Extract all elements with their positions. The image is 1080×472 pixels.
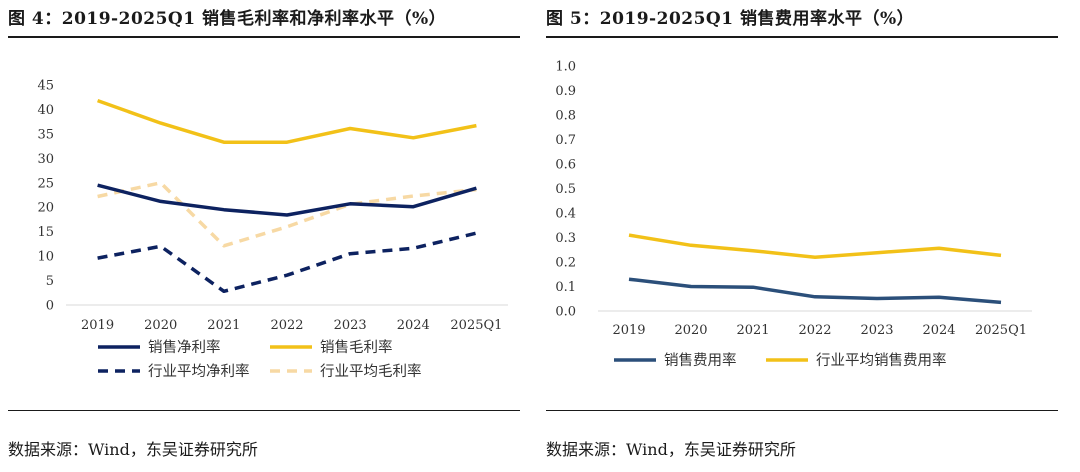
data-point	[752, 286, 755, 289]
data-point	[475, 232, 478, 235]
data-point	[159, 245, 162, 248]
figure-4-source: 数据来源：Wind，东吴证券研究所	[8, 440, 258, 459]
x-tick-label: 2020	[674, 323, 707, 338]
y-tick-label: 20	[37, 201, 54, 216]
data-point	[96, 257, 99, 260]
figure-5-title: 图 5：2019-2025Q1 销售费用率水平（%）	[546, 9, 915, 29]
y-tick-label: 15	[37, 225, 54, 240]
data-point	[938, 247, 941, 250]
series-line-3	[97, 231, 477, 294]
data-point	[412, 205, 415, 208]
y-tick-label: 5	[46, 274, 54, 289]
y-tick-label: 0.9	[555, 84, 576, 99]
x-tick-label: 2019	[612, 323, 645, 338]
data-point	[412, 194, 415, 197]
y-tick-label: 40	[37, 103, 54, 118]
legend-label: 销售费用率	[664, 352, 737, 369]
data-point	[222, 290, 225, 293]
figure-5-top-rule	[546, 36, 1058, 38]
data-point	[1000, 254, 1003, 257]
data-point	[938, 296, 941, 299]
series-line-2	[97, 98, 477, 144]
data-point	[286, 225, 289, 228]
data-point	[222, 141, 225, 144]
data-point	[412, 247, 415, 250]
data-point	[159, 181, 162, 184]
x-tick-label: 2025Q1	[975, 323, 1027, 338]
legend-label: 行业平均毛利率	[320, 363, 422, 380]
y-tick-label: 0.5	[555, 182, 576, 197]
x-tick-label: 2020	[144, 318, 177, 333]
data-point	[412, 136, 415, 139]
legend-label: 销售净利率	[148, 339, 221, 356]
y-tick-label: 0.4	[555, 207, 576, 222]
data-point	[814, 256, 817, 259]
y-tick-label: 0	[46, 299, 54, 314]
series-line-1	[97, 183, 477, 217]
data-point	[876, 251, 879, 254]
data-point	[286, 214, 289, 217]
data-point	[876, 297, 879, 300]
data-point	[475, 124, 478, 127]
data-point	[690, 244, 693, 247]
expense-ratio-line-chart: 0.0 0.1 0.2 0.3 0.4 0.5 0.6 0.7 0.8 0.9 1.0 2019 202…	[555, 60, 1032, 369]
data-point	[96, 184, 99, 187]
figure-4-title: 图 4：2019-2025Q1 销售毛利率和净利率水平（%）	[8, 9, 447, 29]
data-point	[349, 202, 352, 205]
data-point	[96, 99, 99, 102]
y-tick-label: 0.6	[555, 158, 576, 173]
data-point	[349, 127, 352, 130]
data-point	[286, 274, 289, 277]
x-tick-label: 2022	[798, 323, 831, 338]
data-point	[752, 249, 755, 252]
data-point	[286, 141, 289, 144]
data-point	[475, 187, 478, 190]
y-tick-label: 0.7	[555, 133, 576, 148]
data-point	[628, 234, 631, 237]
y-tick-label: 45	[37, 79, 54, 94]
data-point	[96, 195, 99, 198]
legend-label: 销售毛利率	[320, 339, 393, 356]
series-line-1	[628, 277, 1002, 305]
data-point	[628, 278, 631, 281]
data-point	[222, 208, 225, 211]
x-tick-label: 2021	[207, 318, 240, 333]
y-tick-label: 1.0	[555, 60, 576, 75]
x-tick-label: 2025Q1	[450, 318, 502, 333]
series-line-2	[628, 233, 1002, 260]
data-point	[222, 244, 225, 247]
data-point	[159, 200, 162, 203]
y-tick-label: 0.3	[555, 231, 576, 246]
x-tick-label: 2022	[270, 318, 303, 333]
x-tick-label: 2019	[81, 318, 114, 333]
x-tick-label: 2024	[397, 318, 430, 333]
legend-label: 行业平均销售费用率	[816, 352, 947, 369]
data-point	[159, 122, 162, 125]
figure-4-bottom-rule	[8, 410, 520, 411]
figure-5-bottom-rule	[546, 410, 1058, 411]
y-tick-label: 35	[37, 127, 54, 142]
x-tick-label: 2024	[922, 323, 955, 338]
y-tick-label: 0.2	[555, 256, 576, 271]
y-tick-label: 0.0	[555, 305, 576, 320]
y-tick-label: 10	[37, 250, 54, 265]
x-tick-label: 2023	[334, 318, 367, 333]
data-point	[349, 252, 352, 255]
x-tick-label: 2021	[736, 323, 769, 338]
margin-line-chart: 0 5 10 15 20 25 30 35 40 45 2019 2020 2021 2022 2023 20…	[37, 79, 508, 380]
y-tick-label: 0.8	[555, 109, 576, 124]
data-point	[814, 295, 817, 298]
data-point	[690, 285, 693, 288]
legend-label: 行业平均净利率	[148, 363, 250, 380]
figure-4-top-rule	[8, 36, 520, 38]
data-point	[1000, 301, 1003, 304]
y-tick-label: 30	[37, 152, 54, 167]
y-tick-label: 0.1	[555, 280, 576, 295]
y-tick-label: 25	[37, 176, 54, 191]
x-tick-label: 2023	[860, 323, 893, 338]
figure-5-source: 数据来源：Wind，东吴证券研究所	[546, 440, 796, 459]
